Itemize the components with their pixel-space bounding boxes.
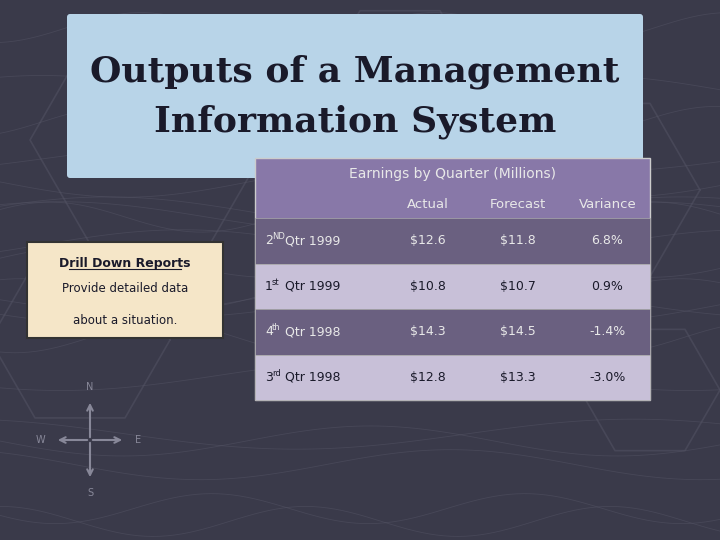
Text: $12.8: $12.8 [410,371,446,384]
Text: $11.8: $11.8 [500,234,536,247]
Text: Variance: Variance [579,198,636,211]
Text: $13.3: $13.3 [500,371,535,384]
FancyBboxPatch shape [255,264,650,309]
Text: 4: 4 [265,325,273,338]
Text: Outputs of a Management: Outputs of a Management [90,55,620,89]
Text: -3.0%: -3.0% [589,371,626,384]
Text: 6.8%: 6.8% [592,234,624,247]
Text: 0.9%: 0.9% [592,280,624,293]
Text: 3: 3 [265,371,273,384]
Text: $14.5: $14.5 [500,325,536,338]
Text: about a situation.: about a situation. [73,314,177,327]
Text: Forecast: Forecast [490,198,546,211]
FancyBboxPatch shape [255,218,650,264]
Text: $10.7: $10.7 [500,280,536,293]
FancyBboxPatch shape [67,14,643,178]
Text: Qtr 1999: Qtr 1999 [281,234,341,247]
FancyBboxPatch shape [255,309,650,354]
Text: N: N [86,382,94,392]
Text: Drill Down Reports: Drill Down Reports [59,256,191,269]
Text: th: th [272,323,281,332]
FancyBboxPatch shape [27,242,223,338]
Text: Qtr 1998: Qtr 1998 [281,325,341,338]
Text: S: S [87,488,93,498]
Text: -1.4%: -1.4% [590,325,626,338]
Text: st: st [272,278,279,287]
Text: 2: 2 [265,234,273,247]
Text: Provide detailed data: Provide detailed data [62,281,188,294]
Text: Actual: Actual [407,198,449,211]
Text: $14.3: $14.3 [410,325,445,338]
Text: ND: ND [272,232,285,241]
FancyBboxPatch shape [255,354,650,400]
Text: Earnings by Quarter (Millions): Earnings by Quarter (Millions) [349,167,556,181]
Text: Information System: Information System [154,105,556,139]
Text: $10.8: $10.8 [410,280,446,293]
Text: Qtr 1998: Qtr 1998 [281,371,341,384]
Text: $12.6: $12.6 [410,234,445,247]
Text: Qtr 1999: Qtr 1999 [281,280,341,293]
Text: 1: 1 [265,280,273,293]
Text: W: W [35,435,45,445]
Text: E: E [135,435,141,445]
Text: rd: rd [272,369,281,378]
FancyBboxPatch shape [255,158,650,400]
